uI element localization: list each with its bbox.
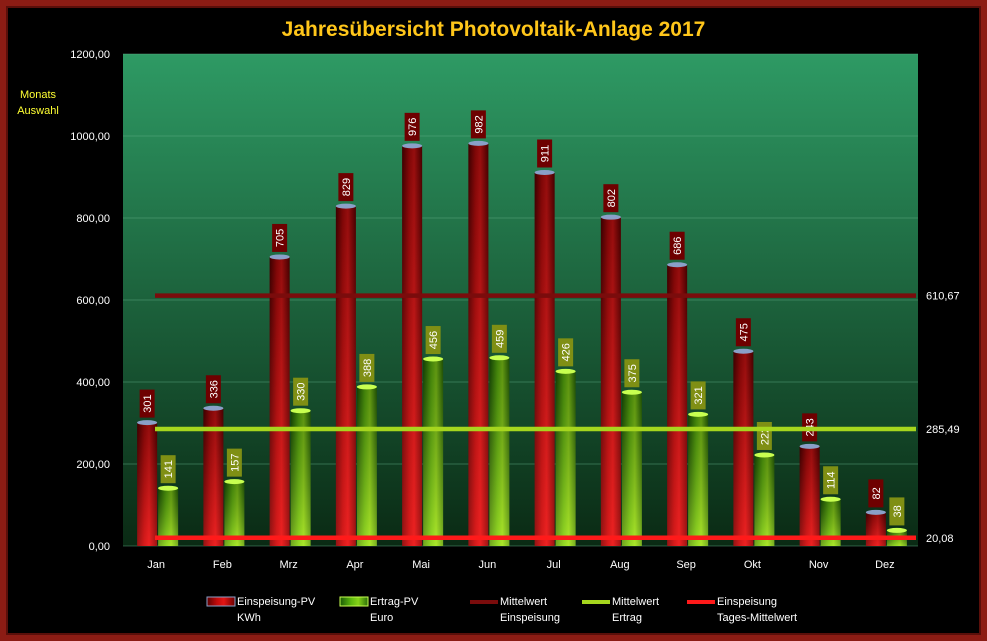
bar-einspeisung-cap xyxy=(733,349,753,354)
bar-ertrag-cap xyxy=(887,528,907,533)
bar-ertrag-cap xyxy=(754,452,774,457)
bar-ertrag-cap xyxy=(821,497,841,502)
legend-label: Einspeisung xyxy=(717,596,777,608)
legend-label: Tages-Mittelwert xyxy=(717,612,797,624)
bar-ertrag-value-label: 330 xyxy=(296,383,308,401)
bar-einspeisung-value-label: 802 xyxy=(606,189,618,207)
bar-einspeisung-value-label: 82 xyxy=(871,487,883,499)
bar-einspeisung-shade xyxy=(866,512,886,546)
bar-ertrag-shade xyxy=(423,359,443,546)
bar-ertrag-cap xyxy=(357,384,377,389)
bar-ertrag-cap xyxy=(622,390,642,395)
bar-einspeisung-cap xyxy=(137,420,157,425)
bar-einspeisung-value-label: 976 xyxy=(407,118,419,136)
bar-einspeisung-cap xyxy=(601,215,621,220)
legend-swatch-ertrag xyxy=(340,597,368,606)
bar-einspeisung-value-label: 301 xyxy=(142,394,154,412)
bar-ertrag-cap xyxy=(489,355,509,360)
reference-line-label: 20,08 xyxy=(926,533,954,545)
bar-einspeisung-cap xyxy=(468,141,488,146)
bar-ertrag-cap xyxy=(291,408,311,413)
y-tick-label: 600,00 xyxy=(76,295,110,307)
bar-ertrag-value-label: 459 xyxy=(494,330,506,348)
bar-einspeisung-value-label: 705 xyxy=(275,229,287,247)
bar-einspeisung-shade xyxy=(667,265,687,546)
bar-einspeisung-shade xyxy=(137,423,157,546)
legend-label: Mittelwert xyxy=(612,596,659,608)
bar-ertrag-cap xyxy=(423,357,443,362)
x-tick-label: Mai xyxy=(412,559,430,571)
bar-einspeisung-cap xyxy=(270,254,290,259)
y-tick-label: 1200,00 xyxy=(70,49,110,61)
x-tick-label: Dez xyxy=(875,559,895,571)
bar-einspeisung-shade xyxy=(601,217,621,546)
bar-einspeisung-shade xyxy=(270,257,290,546)
bar-einspeisung-cap xyxy=(203,406,223,411)
bar-ertrag-value-label: 388 xyxy=(362,359,374,377)
legend-label: Ertrag-PV xyxy=(370,596,419,608)
bar-ertrag-value-label: 456 xyxy=(428,331,440,349)
bar-einspeisung-cap xyxy=(336,204,356,209)
bar-ertrag-shade xyxy=(622,392,642,546)
x-tick-label: Aug xyxy=(610,559,630,571)
legend-label: KWh xyxy=(237,612,261,624)
x-tick-label: Jul xyxy=(547,559,561,571)
y-tick-label: 400,00 xyxy=(76,377,110,389)
bar-einspeisung-shade xyxy=(402,146,422,546)
bar-einspeisung-value-label: 982 xyxy=(473,115,485,133)
bar-ertrag-cap xyxy=(158,486,178,491)
bar-ertrag-value-label: 375 xyxy=(627,364,639,382)
legend-label: Ertrag xyxy=(612,612,642,624)
bar-ertrag-value-label: 114 xyxy=(826,471,838,489)
bar-ertrag-value-label: 426 xyxy=(561,343,573,361)
bar-einspeisung-value-label: 336 xyxy=(208,380,220,398)
reference-line-label: 285,49 xyxy=(926,424,960,436)
bar-ertrag-shade xyxy=(556,371,576,546)
bar-einspeisung-cap xyxy=(866,510,886,515)
y-tick-label: 200,00 xyxy=(76,459,110,471)
x-tick-label: Jun xyxy=(479,559,497,571)
bar-einspeisung-shade xyxy=(733,351,753,546)
bar-einspeisung-shade xyxy=(468,143,488,546)
bar-ertrag-shade xyxy=(688,414,708,546)
x-tick-label: Okt xyxy=(744,559,761,571)
x-tick-label: Jan xyxy=(147,559,165,571)
bar-ertrag-value-label: 38 xyxy=(892,505,904,517)
bar-einspeisung-shade xyxy=(800,446,820,546)
bar-ertrag-value-label: 141 xyxy=(163,460,175,478)
legend-label: Einspeisung xyxy=(500,612,560,624)
bar-einspeisung-value-label: 686 xyxy=(672,237,684,255)
bar-einspeisung-value-label: 475 xyxy=(738,323,750,341)
x-tick-label: Sep xyxy=(676,559,696,571)
y-tick-label: 0,00 xyxy=(89,541,110,553)
x-tick-label: Apr xyxy=(346,559,363,571)
bar-ertrag-cap xyxy=(556,369,576,374)
bar-einspeisung-shade xyxy=(336,206,356,546)
bar-ertrag-value-label: 157 xyxy=(229,453,241,471)
x-tick-label: Feb xyxy=(213,559,232,571)
legend-label: Mittelwert xyxy=(500,596,547,608)
legend-label: Euro xyxy=(370,612,393,624)
bar-einspeisung-cap xyxy=(667,262,687,267)
bar-einspeisung-value-label: 911 xyxy=(540,145,552,163)
bar-ertrag-value-label: 321 xyxy=(693,386,705,404)
bar-ertrag-shade xyxy=(357,387,377,546)
y-tick-label: 1000,00 xyxy=(70,131,110,143)
legend-swatch-einspeisung xyxy=(207,597,235,606)
bar-ertrag-shade xyxy=(489,358,509,546)
x-tick-label: Mrz xyxy=(279,559,297,571)
bar-einspeisung-cap xyxy=(535,170,555,175)
x-tick-label: Nov xyxy=(809,559,829,571)
bar-ertrag-cap xyxy=(224,479,244,484)
bar-ertrag-shade xyxy=(754,455,774,546)
reference-line-label: 610,67 xyxy=(926,291,960,303)
bar-einspeisung-cap xyxy=(402,143,422,148)
bar-ertrag-cap xyxy=(688,412,708,417)
bar-einspeisung-cap xyxy=(800,444,820,449)
y-tick-label: 800,00 xyxy=(76,213,110,225)
legend-label: Einspeisung-PV xyxy=(237,596,316,608)
bar-einspeisung-shade xyxy=(535,172,555,546)
bar-einspeisung-value-label: 829 xyxy=(341,178,353,196)
